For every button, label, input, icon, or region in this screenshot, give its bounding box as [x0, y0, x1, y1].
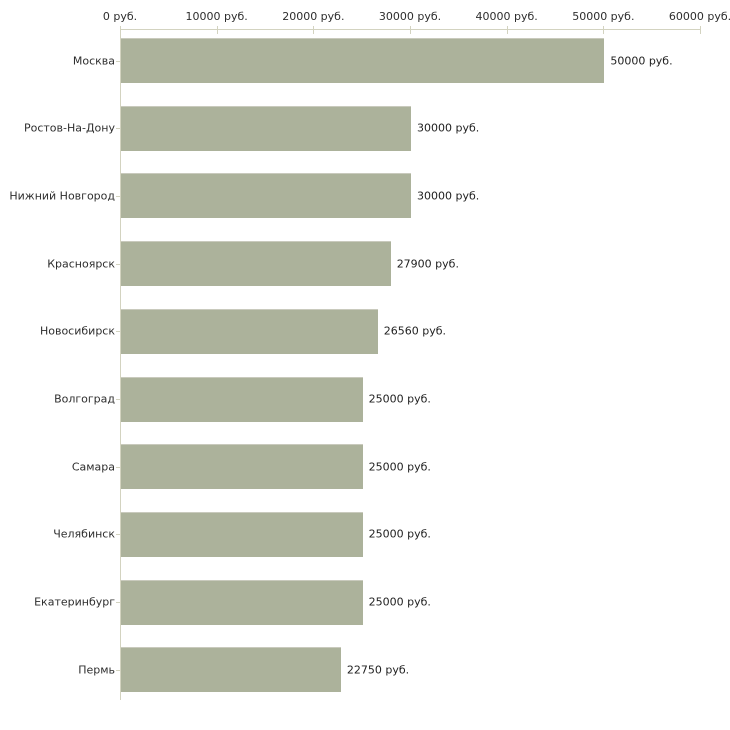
y-axis-tick — [116, 331, 120, 333]
value-label: 26560 руб. — [383, 324, 446, 338]
category-label: Красноярск — [47, 257, 115, 271]
x-axis-tick — [216, 26, 218, 34]
value-label: 25000 руб. — [368, 460, 431, 474]
y-axis-tick — [116, 466, 120, 468]
y-axis-line — [120, 29, 121, 700]
y-axis-tick — [116, 263, 120, 265]
bar-2 — [121, 105, 411, 151]
category-label: Самара — [71, 460, 115, 474]
y-axis-tick — [116, 669, 120, 671]
y-axis-tick — [116, 399, 120, 400]
x-axis-tick — [313, 26, 315, 34]
category-label: Челябинск — [53, 527, 115, 541]
value-label: 25000 руб. — [368, 595, 431, 609]
bar-1 — [121, 38, 605, 83]
x-axis-tick-label: 50000 руб. — [572, 10, 635, 23]
bar-9 — [121, 579, 363, 625]
bar-6 — [121, 376, 363, 422]
x-axis-tick-label: 30000 руб. — [378, 10, 442, 23]
value-label: 30000 руб. — [417, 189, 480, 203]
category-label: Новосибирск — [39, 324, 115, 338]
category-label: Москва — [72, 54, 115, 67]
x-axis-tick-label: 0 руб. — [102, 10, 138, 23]
x-axis-tick — [120, 26, 121, 34]
x-axis-tick — [410, 26, 411, 34]
x-axis-tick-label: 60000 руб. — [668, 10, 730, 23]
category-label: Екатеринбург — [34, 595, 115, 609]
bar-8 — [121, 511, 363, 557]
value-label: 30000 руб. — [417, 121, 480, 135]
value-label: 22750 руб. — [346, 663, 410, 677]
category-label: Нижний Новгород — [9, 189, 115, 203]
bar-10 — [121, 647, 341, 693]
y-axis-tick — [116, 534, 120, 536]
bar-5 — [121, 308, 378, 354]
category-label: Ростов-На-Дону — [23, 121, 115, 135]
value-label: 50000 руб. — [610, 54, 673, 67]
y-axis-tick — [116, 60, 120, 62]
y-axis-tick — [116, 602, 120, 604]
x-axis-tick — [700, 26, 701, 34]
bar-4 — [121, 241, 391, 287]
bar-3 — [121, 173, 411, 219]
category-label: Пермь — [78, 663, 115, 677]
value-label: 25000 руб. — [368, 527, 431, 541]
x-axis-tick-label: 40000 руб. — [475, 10, 538, 23]
y-axis-tick — [116, 195, 120, 197]
y-axis-tick — [116, 128, 120, 130]
value-label: 27900 руб. — [396, 257, 459, 271]
value-label: 25000 руб. — [368, 392, 431, 406]
bar-7 — [121, 444, 363, 490]
x-axis-tick-label: 10000 руб. — [185, 10, 248, 23]
x-axis-tick — [603, 26, 605, 34]
x-axis-tick-label: 20000 руб. — [282, 10, 345, 23]
category-label: Волгоград — [54, 392, 115, 406]
x-axis-tick — [506, 26, 508, 34]
